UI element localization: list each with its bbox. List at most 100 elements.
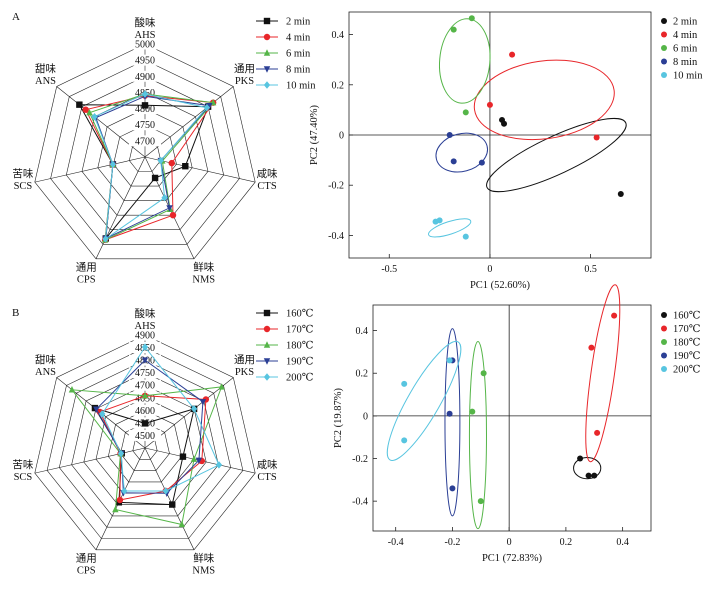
y-axis-label: PC2 (19.87%)	[333, 387, 344, 448]
confidence-ellipse	[386, 340, 462, 461]
radar-series-marker	[117, 449, 125, 458]
radar-series-line	[84, 95, 215, 241]
panel-label-b: B	[12, 307, 19, 319]
legend-marker	[661, 58, 667, 65]
radar-series-marker	[195, 457, 203, 464]
legend-label: 8 min	[673, 57, 698, 68]
legend-label: 2 min	[286, 17, 311, 28]
radar-series-marker	[82, 106, 89, 113]
legend-marker	[661, 31, 667, 38]
legend-marker	[661, 339, 667, 345]
radar-chart-a: 4700475048004850490049505000酸味AHS通用PKS咸味…	[12, 16, 278, 285]
x-tick-label: -0.2	[445, 537, 461, 548]
scatter-point	[462, 233, 469, 240]
radar-series-marker	[169, 211, 177, 219]
legend-label: 190℃	[286, 357, 314, 368]
radar-series-line	[99, 395, 207, 501]
radar-series-marker	[178, 520, 186, 528]
radar-axis-label-cn: 酸味	[135, 16, 156, 29]
radar-chart-b: 450045504600465047004750480048504900酸味AH…	[12, 307, 278, 576]
scatter-point	[486, 101, 493, 108]
scatter-point	[593, 134, 600, 141]
pca-legend-b: 160℃ 170℃ 180℃ 190℃ 200℃	[661, 311, 701, 376]
legend-label: 200℃	[673, 365, 701, 376]
legend-marker	[661, 366, 667, 372]
radar-tick-bg	[129, 38, 161, 50]
scatter-point	[450, 158, 457, 165]
radar-grid-ring	[128, 140, 162, 172]
radar-grid-ring	[107, 409, 183, 483]
radar-series-marker	[116, 496, 124, 504]
radar-series-marker	[91, 113, 98, 121]
radar-series-marker	[161, 194, 168, 202]
radar-axis-label-en: CTS	[257, 472, 276, 483]
radar-axis-label-cn: 甜味	[35, 353, 56, 366]
radar-axis-label-en: SCS	[14, 181, 33, 192]
scatter-point	[480, 370, 487, 377]
scatter-point	[577, 455, 584, 462]
radar-series-marker	[141, 357, 149, 364]
radar-axis-label-cn: 通用	[234, 354, 255, 366]
radar-axis-label-cn: 酸味	[135, 307, 156, 320]
legend-marker	[263, 81, 271, 89]
legend-label: 160℃	[673, 311, 701, 322]
radar-axis-label-en: CPS	[77, 565, 96, 576]
radar-series-marker	[215, 461, 223, 469]
radar-tick-label: 4750	[135, 368, 155, 379]
radar-series-marker	[203, 103, 211, 112]
radar-tick-bg	[129, 367, 161, 379]
radar-series-marker	[169, 501, 176, 508]
scatter-point	[594, 429, 601, 436]
y-tick-label: 0.2	[356, 369, 369, 380]
radar-series-marker	[121, 487, 128, 495]
legend-label: 6 min	[286, 49, 311, 60]
confidence-ellipse	[486, 118, 627, 193]
y-tick-label: 0.4	[356, 326, 369, 337]
legend-label: 180℃	[673, 338, 701, 349]
radar-series-line	[78, 104, 209, 240]
legend-marker	[263, 309, 271, 317]
radar-series-marker	[151, 174, 159, 182]
x-axis-label: PC1 (72.83%)	[482, 553, 543, 564]
radar-tick-bg	[129, 329, 161, 341]
radar-axis-label-en: AHS	[134, 30, 155, 41]
legend-label: 200℃	[286, 373, 314, 384]
radar-tick-label: 4600	[135, 406, 155, 417]
radar-axis-label-cn: 苦味	[12, 167, 33, 180]
radar-grid-ring	[34, 334, 256, 551]
legend-marker	[263, 325, 271, 333]
y-tick-label: -0.4	[352, 497, 368, 508]
plot-frame	[372, 304, 652, 532]
radar-tick-label: 4800	[135, 104, 155, 115]
confidence-ellipse	[585, 284, 621, 463]
y-tick-label: -0.4	[328, 231, 344, 242]
radar-grid-ring	[34, 43, 256, 260]
radar-series-marker	[206, 102, 213, 110]
pca-chart-a: -0.5 0 0.5 -0.4 -0.2 0 0.2 0.4 PC1 (52.60%) PC2 (…	[309, 11, 652, 291]
legend-label: 170℃	[286, 325, 314, 336]
radar-tick-label: 5000	[135, 40, 155, 51]
legend-marker	[661, 18, 667, 24]
confidence-ellipse	[468, 340, 487, 530]
radar-legend-a: 2 min 4 min 6 min 8 min 10 min	[256, 17, 316, 92]
radar-series-marker	[157, 156, 164, 165]
scatter-point	[477, 498, 484, 505]
y-axis-label: PC2 (47.40%)	[309, 104, 320, 165]
radar-axis-label-cn: 甜味	[35, 62, 56, 75]
radar-tick-bg	[129, 135, 161, 147]
radar-axis-label-cn: 咸味	[257, 168, 278, 180]
scatter-point	[588, 344, 595, 351]
radar-axis-label-en: ANS	[35, 76, 56, 87]
radar-tick-bg	[129, 404, 161, 416]
y-tick-label: 0	[339, 131, 344, 142]
scatter-point	[446, 357, 453, 364]
legend-label: 4 min	[673, 30, 698, 41]
radar-axis-label-en: CTS	[257, 181, 276, 192]
legend-label: 10 min	[286, 81, 316, 92]
radar-series-marker	[141, 392, 149, 399]
radar-series-marker	[179, 453, 187, 460]
radar-axis-label-cn: 通用	[76, 552, 97, 564]
legend-label: 6 min	[673, 44, 698, 55]
radar-axis-label-en: PKS	[235, 76, 254, 87]
legend-marker	[661, 325, 667, 332]
